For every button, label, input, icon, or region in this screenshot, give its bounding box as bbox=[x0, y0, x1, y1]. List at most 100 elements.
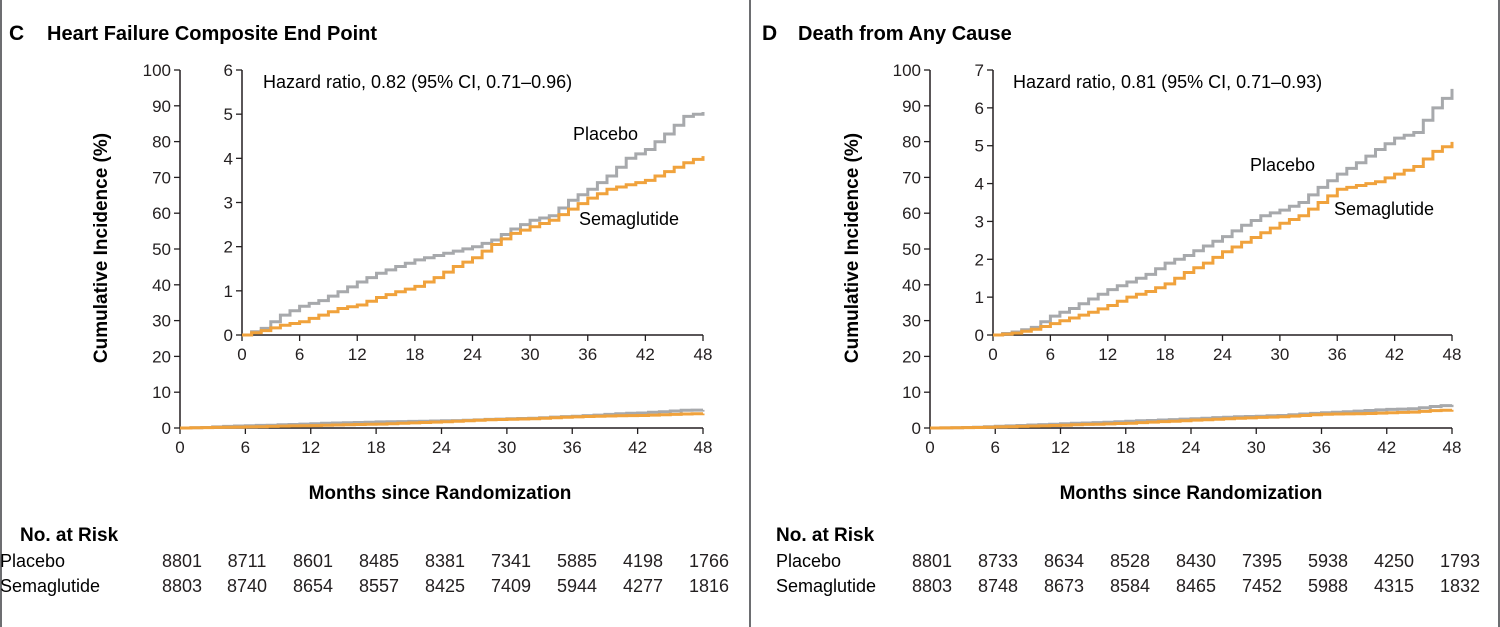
panel-c-inset-line-semaglutide bbox=[242, 156, 705, 337]
panel-d-inset-y-tick-label: 3 bbox=[975, 212, 984, 231]
panel-c-main-y-tick-label: 0 bbox=[162, 419, 171, 438]
panel-c-main-y-tick-label: 40 bbox=[152, 276, 171, 295]
panel-c-letter: C bbox=[9, 22, 24, 45]
panel-d-inset-x-tick-label: 30 bbox=[1270, 345, 1289, 364]
panel-c-inset-y-tick-label: 0 bbox=[224, 326, 233, 345]
panel-d-main-y-tick-label: 70 bbox=[902, 168, 921, 187]
panel-d-risk-value: 8733 bbox=[978, 551, 1018, 571]
panel-c-risk-value: 8485 bbox=[359, 551, 399, 571]
panel-d-main-y-tick-label: 60 bbox=[902, 204, 921, 223]
panel-d-inset-x-tick-label: 48 bbox=[1443, 345, 1462, 364]
panel-c-inset-x-tick-label: 6 bbox=[295, 345, 304, 364]
panel-d-risk-label-semaglutide: Semaglutide bbox=[776, 576, 876, 596]
panel-c-main-x-tick-label: 6 bbox=[241, 438, 250, 457]
panel-c-inset-x-tick-label: 30 bbox=[521, 345, 540, 364]
panel-d-risk-value: 8673 bbox=[1044, 576, 1084, 596]
panel-d-inset-x-tick-label: 0 bbox=[988, 345, 997, 364]
panel-d-risk-value: 8528 bbox=[1110, 551, 1150, 571]
panel-c-risk-value: 5944 bbox=[557, 576, 597, 596]
panel-c-risk-label-semaglutide: Semaglutide bbox=[0, 576, 100, 596]
panel-d-inset-y-tick-label: 2 bbox=[975, 250, 984, 269]
panel-c-main-x-tick-label: 24 bbox=[432, 438, 451, 457]
panel-d-inset-y-tick-label: 4 bbox=[975, 175, 984, 194]
panel-d-main-x-tick-label: 36 bbox=[1312, 438, 1331, 457]
panel-d-inset-line-semaglutide bbox=[993, 141, 1454, 337]
panel-c-risk-value: 7341 bbox=[491, 551, 531, 571]
panel-c-main-x-tick-label: 48 bbox=[694, 438, 713, 457]
panel-c-main-y-tick-label: 30 bbox=[152, 312, 171, 331]
panel-c-inset-y-tick-label: 3 bbox=[224, 194, 233, 213]
panel-d-risk-label-placebo: Placebo bbox=[776, 551, 841, 571]
panel-d-letter: D bbox=[762, 22, 777, 45]
panel-c-risk-value: 8425 bbox=[425, 576, 465, 596]
panel-c-risk-value: 4277 bbox=[623, 576, 663, 596]
panel-c-inset-y-tick-label: 2 bbox=[224, 238, 233, 257]
panel-c-main-y-tick-label: 10 bbox=[152, 383, 171, 402]
panel-c-inset-x-tick-label: 12 bbox=[348, 345, 367, 364]
panel-c-risk-value: 1766 bbox=[689, 551, 729, 571]
panel-d-main-x-tick-label: 48 bbox=[1443, 438, 1462, 457]
panel-c-inset-y-tick-label: 4 bbox=[224, 149, 233, 168]
panel-d-risk-value: 8430 bbox=[1176, 551, 1216, 571]
panel-d-risk-value: 8584 bbox=[1110, 576, 1150, 596]
panel-c-risk-value: 8557 bbox=[359, 576, 399, 596]
panel-c-main-x-tick-label: 18 bbox=[367, 438, 386, 457]
panel-c-risk-value: 1816 bbox=[689, 576, 729, 596]
panel-d-main-x-tick-label: 42 bbox=[1377, 438, 1396, 457]
panel-c-inset-y-tick-label: 6 bbox=[224, 61, 233, 80]
panel-d-risk-value: 4315 bbox=[1374, 576, 1414, 596]
panel-c-risk-value: 8803 bbox=[162, 576, 202, 596]
panel-d-main-y-tick-label: 40 bbox=[902, 276, 921, 295]
panel-d-main-x-tick-label: 12 bbox=[1051, 438, 1070, 457]
panel-c-main-x-tick-label: 0 bbox=[175, 438, 184, 457]
panel-d-inset-x-tick-label: 42 bbox=[1385, 345, 1404, 364]
panel-c-hazard-ratio: Hazard ratio, 0.82 (95% CI, 0.71–0.96) bbox=[263, 72, 572, 92]
panel-c-inset-x-tick-label: 24 bbox=[463, 345, 482, 364]
panel-c-main-y-tick-label: 70 bbox=[152, 168, 171, 187]
panel-c-risk-value: 8381 bbox=[425, 551, 465, 571]
panel-c-risk-value: 7409 bbox=[491, 576, 531, 596]
panel-d-inset-x-tick-label: 12 bbox=[1098, 345, 1117, 364]
panel-c: C Heart Failure Composite End Point Cumu… bbox=[0, 22, 729, 596]
panel-c-placebo-label: Placebo bbox=[573, 124, 638, 144]
panel-d-risk-value: 4250 bbox=[1374, 551, 1414, 571]
panel-c-inset-x-tick-label: 36 bbox=[578, 345, 597, 364]
panel-c-inset-y-tick-label: 1 bbox=[224, 282, 233, 301]
panel-d-inset-y-tick-label: 7 bbox=[975, 61, 984, 80]
panel-c-risk-table: 8801 8711 8601 8485 8381 7341 5885 4198 1766 8803… bbox=[162, 551, 729, 596]
panel-c-risk-value: 8740 bbox=[227, 576, 267, 596]
panel-d-main-line-placebo bbox=[930, 404, 1454, 430]
panel-d-risk-table: 8801 8733 8634 8528 8430 7395 5938 4250 1793 8803… bbox=[912, 551, 1480, 596]
panel-c-inset-x-tick-label: 48 bbox=[694, 345, 713, 364]
panel-d-risk-value: 1793 bbox=[1440, 551, 1480, 571]
panel-d-risk-value: 7452 bbox=[1242, 576, 1282, 596]
panel-d: D Death from Any Cause Cumulative Incide… bbox=[762, 22, 1480, 596]
panel-c-inset-x-tick-label: 0 bbox=[237, 345, 246, 364]
panel-d-inset-y-tick-label: 5 bbox=[975, 137, 984, 156]
panel-d-placebo-label: Placebo bbox=[1250, 155, 1315, 175]
panel-c-main-y-tick-label: 100 bbox=[143, 61, 171, 80]
panel-d-semaglutide-label: Semaglutide bbox=[1334, 199, 1434, 219]
panel-d-risk-value: 1832 bbox=[1440, 576, 1480, 596]
panel-d-inset-line-placebo bbox=[993, 88, 1454, 337]
panel-d-main-x-tick-label: 0 bbox=[925, 438, 934, 457]
panel-d-risk-value: 8465 bbox=[1176, 576, 1216, 596]
panel-d-inset-x-tick-label: 24 bbox=[1213, 345, 1232, 364]
panel-c-semaglutide-label: Semaglutide bbox=[579, 209, 679, 229]
panel-c-main-y-tick-label: 80 bbox=[152, 133, 171, 152]
panel-c-main-x-tick-label: 36 bbox=[563, 438, 582, 457]
panel-d-main-y-tick-label: 90 bbox=[902, 97, 921, 116]
panel-d-main-x-tick-label: 6 bbox=[991, 438, 1000, 457]
panel-d-inset-x-tick-label: 36 bbox=[1328, 345, 1347, 364]
panel-c-title: Heart Failure Composite End Point bbox=[47, 23, 377, 45]
panel-d-inset-y-tick-label: 1 bbox=[975, 288, 984, 307]
panel-d-xlabel: Months since Randomization bbox=[1060, 483, 1323, 504]
panel-d-risk-value: 8803 bbox=[912, 576, 952, 596]
panel-d-main-y-tick-label: 30 bbox=[902, 312, 921, 331]
panel-d-main-y-tick-label: 50 bbox=[902, 240, 921, 259]
panel-d-main-x-tick-label: 30 bbox=[1247, 438, 1266, 457]
panel-c-main-y-tick-label: 20 bbox=[152, 347, 171, 366]
